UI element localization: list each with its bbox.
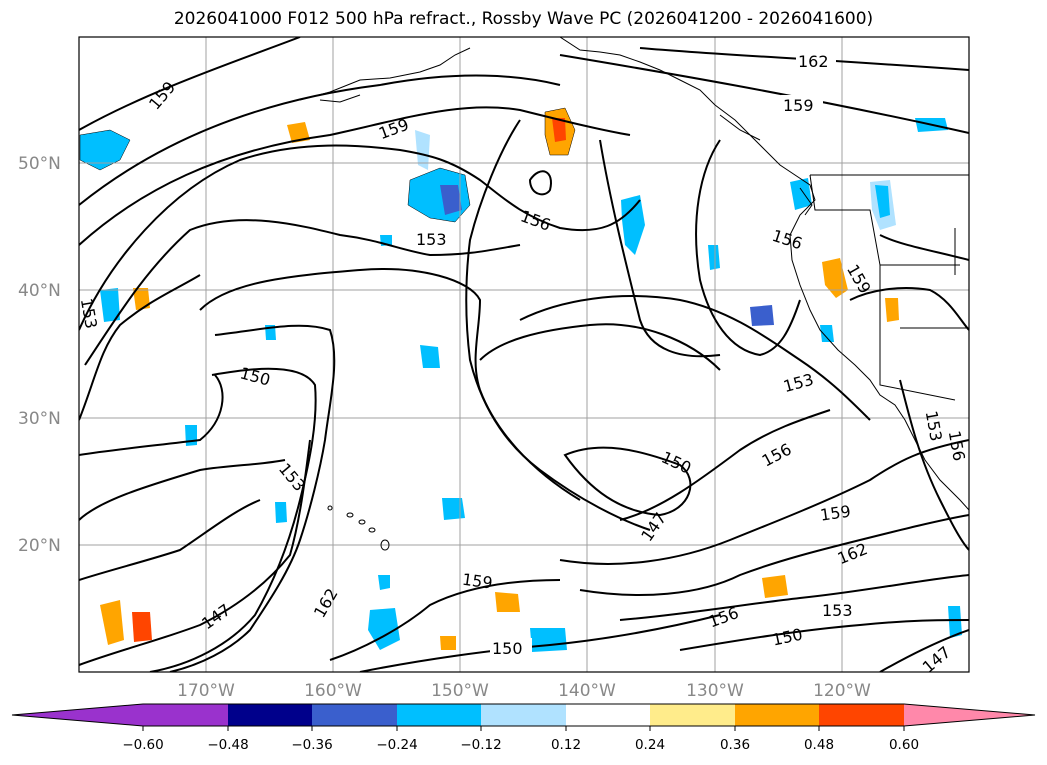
contour-label: 153 (822, 601, 853, 620)
colorbar-segment (228, 704, 312, 726)
contour-label: 153 (77, 297, 101, 330)
lon-label: 160°W (304, 681, 362, 701)
lon-label: 120°W (813, 681, 871, 701)
height-contours (79, 37, 969, 672)
colorbar-segment (735, 704, 819, 726)
anomaly-shading (79, 107, 962, 652)
colorbar-low-extend (12, 704, 143, 726)
colorbar-segment (481, 704, 566, 726)
lat-label: 20°N (18, 536, 61, 556)
colorbar-label: 0.36 (720, 737, 750, 753)
colorbar: −0.60 −0.48 −0.36 −0.24 −0.12 0.12 0.24 … (11, 703, 1036, 753)
lon-label: 140°W (558, 681, 616, 701)
lon-label: 170°W (177, 681, 235, 701)
hawaii-islands (327, 505, 390, 551)
plot-area (79, 37, 969, 672)
contour-label: 159 (461, 570, 494, 593)
colorbar-segment (397, 704, 481, 726)
contour-label: 153 (416, 230, 447, 249)
lat-lon-grid (79, 37, 969, 672)
lon-label: 150°W (431, 681, 489, 701)
colorbar-label: −0.60 (122, 737, 163, 753)
contour-label: 159 (783, 96, 814, 115)
latitude-labels: 50°N 40°N 30°N 20°N (18, 154, 61, 556)
colorbar-label: −0.24 (376, 737, 417, 753)
colorbar-segment (143, 704, 228, 726)
colorbar-label: 0.48 (804, 737, 834, 753)
colorbar-segment (566, 704, 650, 726)
colorbar-label: −0.36 (291, 737, 332, 753)
colorbar-high-extend (904, 704, 1035, 726)
colorbar-segment (312, 704, 397, 726)
contour-label: 150 (492, 639, 523, 658)
colorbar-label: −0.48 (207, 737, 248, 753)
colorbar-segment (650, 704, 735, 726)
colorbar-label: −0.12 (460, 737, 501, 753)
colorbar-label: 0.60 (889, 737, 919, 753)
lat-label: 50°N (18, 154, 61, 174)
contour-label: 159 (819, 502, 852, 525)
lat-label: 40°N (18, 281, 61, 301)
contour-label: 162 (798, 52, 829, 71)
colorbar-label: 0.24 (635, 737, 665, 753)
colorbar-segment (819, 704, 904, 726)
lat-label: 30°N (18, 409, 61, 429)
colorbar-label: 0.12 (551, 737, 581, 753)
lon-label: 130°W (686, 681, 744, 701)
map-title: 2026041000 F012 500 hPa refract., Rossby… (173, 9, 874, 29)
longitude-labels: 170°W 160°W 150°W 140°W 130°W 120°W (177, 681, 871, 701)
plot-frame (78, 36, 970, 673)
